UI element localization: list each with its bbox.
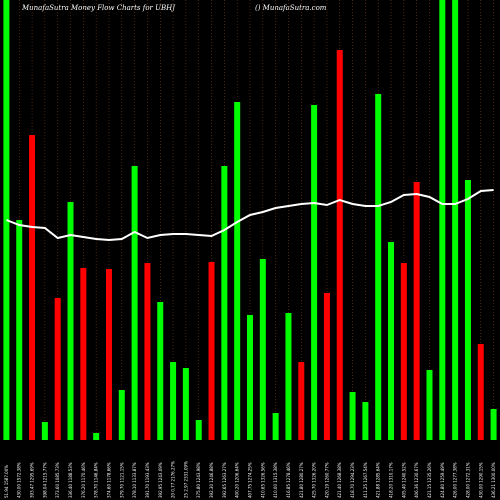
chart-credit: () MunafaSutra.com <box>255 4 327 12</box>
chart-title: MunafaSutra Money Flow Charts for UBHJ <box>22 4 176 12</box>
x-tick-label: 426.00 1277.38% <box>453 462 458 498</box>
x-tick-label: 25 2.97 2331.09% <box>183 461 188 498</box>
bar <box>234 102 241 440</box>
bar <box>105 269 112 440</box>
x-tick-label: 378.10 1133.87% <box>132 462 137 498</box>
x-tick-label: 378.70 1146.84% <box>94 462 99 498</box>
x-tick-label: 392.95 1243.09% <box>158 462 163 498</box>
x-axis-labels: 51.94 1587.00% 430.00 1572.38% 393.47 1295… <box>4 461 496 498</box>
bar <box>426 370 433 440</box>
x-tick-label: 421.80 1280.27% <box>299 462 304 498</box>
x-tick-label: 416.85 1278.46% <box>286 462 291 498</box>
bar <box>131 166 138 440</box>
bar <box>80 268 87 440</box>
bar <box>362 402 369 440</box>
x-tick-label: 379.70 1121.15% <box>119 462 124 498</box>
bar <box>247 315 253 440</box>
x-tick-label: 400.20 1206.64% <box>235 462 240 498</box>
x-tick-label: 398.04 1215.77% <box>42 462 47 498</box>
bar <box>452 0 459 440</box>
x-tick-label: 424.80 1259.49% <box>440 462 445 498</box>
bar <box>41 422 48 440</box>
bar <box>375 94 382 440</box>
x-tick-label: 373.60 1085.73% <box>55 462 60 498</box>
bar <box>323 293 330 440</box>
x-tick-label: 336.40 1188.53% <box>68 462 73 498</box>
bar <box>336 50 343 440</box>
bar <box>413 182 420 440</box>
bar <box>439 0 446 440</box>
x-tick-label: 421.15 1235.26% <box>427 462 432 498</box>
bar <box>221 166 228 440</box>
moving-average-line <box>6 189 494 242</box>
bar <box>67 202 74 440</box>
x-tick-label: 410.65 1326.56% <box>260 462 265 498</box>
bar <box>29 135 36 440</box>
bar <box>285 313 292 440</box>
x-tick-label: 392.30 1246.88% <box>209 462 214 498</box>
bar <box>464 180 471 440</box>
x-tick-label: 436.21 1300.00% <box>491 462 496 498</box>
bar <box>93 433 100 440</box>
x-tick-label: 20 0.77 2176.27% <box>171 461 176 498</box>
bar <box>311 105 318 440</box>
x-tick-label: 391.70 1193.43% <box>145 462 150 498</box>
x-tick-label: 374.60 1178.66% <box>106 462 111 498</box>
bar <box>388 242 395 440</box>
bar <box>54 298 61 440</box>
bar <box>208 262 215 440</box>
bar <box>272 413 279 440</box>
x-tick-label: 421.40 1268.38% <box>337 462 342 498</box>
bar <box>298 362 305 440</box>
bar <box>259 259 266 440</box>
bar <box>195 420 202 440</box>
bar <box>157 302 164 440</box>
bar <box>349 392 356 440</box>
x-tick-label: 376.20 1170.46% <box>81 462 86 498</box>
x-tick-label: 392.65 1263.27% <box>222 462 227 498</box>
x-tick-label: 410.00 1315.38% <box>273 462 278 498</box>
x-tick-label: 420.19 1260.77% <box>324 462 329 498</box>
x-tick-label: 393.47 1295.69% <box>30 462 35 498</box>
x-tick-label: 405.40 1240.52% <box>401 462 406 498</box>
bar <box>490 409 497 440</box>
x-tick-label: 428.00 1272.31% <box>465 462 470 498</box>
bar <box>182 368 189 440</box>
x-tick-label: 421.88 1285.64% <box>376 462 381 498</box>
x-tick-label: 418.70 1294.23% <box>350 462 355 498</box>
bar <box>400 263 407 440</box>
x-tick-label: 411.25 1267.54% <box>363 462 368 498</box>
x-tick-label: 425.70 1326.20% <box>312 462 317 498</box>
x-tick-label: 407.75 1274.25% <box>248 462 253 498</box>
x-tick-label: 418.20 1310.17% <box>389 462 394 498</box>
bar <box>118 390 125 440</box>
bar <box>144 263 151 440</box>
x-tick-label: 430.00 1290.15% <box>478 462 483 498</box>
x-tick-label: 406.36 1230.67% <box>414 462 419 498</box>
x-tick-label: 375.80 1243.98% <box>196 462 201 498</box>
x-tick-label: 51.94 1587.00% <box>4 465 9 498</box>
bar <box>16 220 23 440</box>
bar <box>477 344 484 440</box>
x-tick-label: 430.00 1572.38% <box>17 462 22 498</box>
bar <box>170 362 177 440</box>
